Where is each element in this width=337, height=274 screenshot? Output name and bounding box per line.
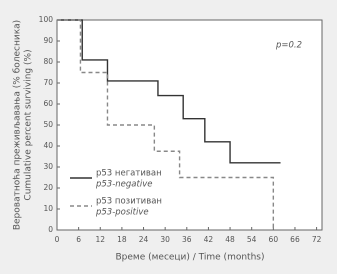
x-axis-title: Време (месеци) / Time (months)	[116, 253, 265, 263]
x-tick-label: 18	[117, 235, 127, 244]
y-tick-label: 70	[43, 78, 53, 87]
y-tick-label: 50	[43, 120, 53, 129]
x-tick-label: 6	[76, 235, 81, 244]
x-tick-label: 66	[290, 235, 300, 244]
annotation: p=0.2	[275, 41, 302, 51]
x-tick-label: 54	[247, 235, 257, 244]
plot-area	[56, 19, 323, 231]
y-tick-label: 0	[48, 225, 53, 234]
y-axis-title: Cumulative percent surviving (%)	[24, 49, 34, 200]
x-tick-label: 60	[269, 235, 279, 244]
survival-line	[57, 19, 275, 230]
y-tick-label: 20	[43, 183, 53, 192]
x-tick-label: 0	[55, 235, 60, 244]
survival-line	[57, 19, 281, 164]
y-tick-label: 100	[39, 15, 54, 24]
y-axis-title: Вероватноћа преживљавања (% болесника)	[13, 20, 23, 230]
y-tick-label: 40	[43, 141, 53, 150]
legend-label: p53-negative	[95, 180, 152, 190]
y-tick-label: 30	[43, 162, 53, 171]
y-tick-label: 60	[43, 99, 53, 108]
y-tick-label: 10	[43, 204, 53, 213]
x-tick-label: 30	[160, 235, 170, 244]
y-tick-label: 80	[43, 57, 53, 66]
legend-label: p53 позитиван	[96, 197, 162, 207]
x-tick-label: 36	[182, 235, 192, 244]
x-tick-label: 72	[312, 235, 322, 244]
x-tick-label: 48	[225, 235, 235, 244]
legend-label: p53-positive	[95, 208, 149, 218]
y-tick-label: 90	[43, 36, 53, 45]
x-tick-label: 24	[139, 235, 149, 244]
x-tick-label: 12	[95, 235, 105, 244]
legend-label: p53 негативан	[96, 169, 162, 179]
x-tick-label: 42	[204, 235, 214, 244]
